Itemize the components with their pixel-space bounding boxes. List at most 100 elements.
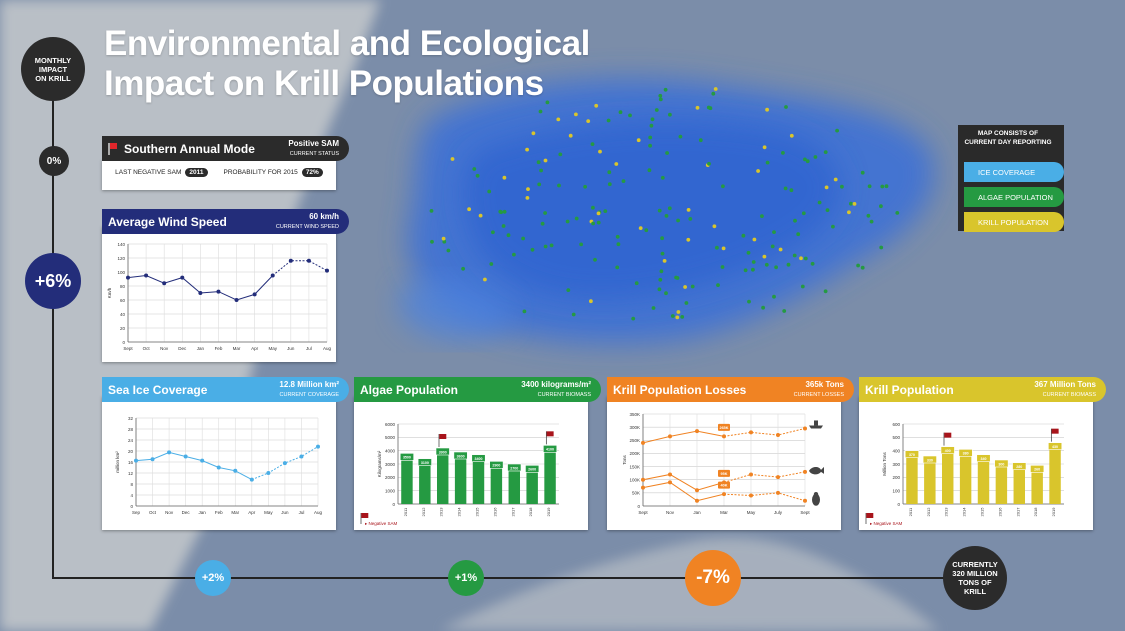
map-dot bbox=[778, 247, 783, 252]
krill-current-caption: CURRENT BIOMASS bbox=[1042, 391, 1096, 398]
bar bbox=[906, 454, 918, 504]
map-dot bbox=[607, 182, 612, 187]
map-dot bbox=[521, 236, 525, 241]
krill-header: Krill Population 367 Million Tons CURRENT… bbox=[859, 377, 1106, 402]
sam-last-negative-label: LAST NEGATIVE SAM bbox=[115, 169, 182, 176]
data-point bbox=[641, 440, 645, 445]
map-dot bbox=[525, 196, 530, 200]
map-dot bbox=[540, 221, 545, 226]
map-dot bbox=[598, 149, 602, 154]
map-dot bbox=[615, 234, 620, 239]
data-point bbox=[749, 493, 753, 498]
data-point bbox=[233, 468, 238, 473]
map-dot bbox=[720, 265, 725, 269]
map-dot bbox=[706, 105, 711, 110]
map-dot bbox=[803, 157, 807, 162]
bar bbox=[436, 452, 449, 504]
map-dot bbox=[879, 245, 884, 250]
series-line bbox=[135, 451, 253, 481]
data-point bbox=[144, 273, 149, 278]
map-dot bbox=[574, 112, 578, 117]
x-tick-label: 2015 bbox=[980, 507, 985, 517]
map-dot bbox=[715, 245, 719, 250]
data-point bbox=[776, 490, 780, 495]
data-point bbox=[134, 458, 138, 463]
y-tick-label: 5000 bbox=[385, 435, 396, 440]
algae-impact-circle: +1% bbox=[448, 560, 484, 596]
bar-data-label: 2600 bbox=[528, 468, 536, 472]
map-dot bbox=[782, 309, 787, 313]
map-dot bbox=[823, 150, 828, 155]
bar-data-label: 400 bbox=[945, 449, 951, 453]
map-dot bbox=[571, 312, 576, 317]
y-tick-label: 100 bbox=[892, 488, 900, 493]
map-dot bbox=[606, 118, 611, 123]
losses-current-caption: CURRENT LOSSES bbox=[793, 391, 844, 398]
y-tick-label: 0 bbox=[637, 504, 640, 509]
bar-label-tag bbox=[940, 446, 955, 454]
x-tick-label: May bbox=[264, 510, 273, 515]
bar-data-label: 2700 bbox=[510, 466, 518, 470]
data-point bbox=[167, 450, 172, 455]
losses-chart: 0 50K 100K 150K 200K 250K 300K 350K Tons Sept Nov J… bbox=[622, 412, 824, 515]
bar-label-tag bbox=[435, 447, 450, 456]
y-tick-label: 600 bbox=[892, 422, 900, 427]
map-dot bbox=[751, 267, 755, 272]
bar-label-tag bbox=[489, 461, 504, 469]
map-dot bbox=[680, 315, 685, 319]
y-tick-label: 12 bbox=[128, 471, 134, 476]
x-tick-label: Mar bbox=[720, 510, 728, 515]
negative-sam-flag-icon bbox=[546, 431, 554, 437]
data-point bbox=[216, 465, 221, 470]
map-dot bbox=[752, 237, 757, 242]
map-dot bbox=[594, 103, 599, 108]
y-tick-label: 32 bbox=[128, 416, 134, 421]
page-title: Environmental and Ecological Impact on K… bbox=[104, 24, 590, 103]
map-dot bbox=[442, 239, 447, 244]
map-dot bbox=[781, 151, 785, 155]
data-point bbox=[749, 472, 753, 477]
algae-chart: 0 1000 2000 3000 4000 5000 6000 Kilograms/m² 350… bbox=[360, 422, 559, 526]
map-dot bbox=[662, 259, 667, 263]
map-dot bbox=[536, 160, 541, 165]
map-dot bbox=[760, 214, 764, 219]
bar bbox=[472, 458, 485, 504]
map-dot bbox=[647, 168, 652, 173]
map-dot bbox=[596, 211, 601, 216]
map-dot bbox=[660, 236, 664, 241]
map-dot bbox=[676, 310, 681, 314]
map-dot bbox=[684, 301, 689, 305]
data-point bbox=[668, 480, 672, 485]
data-point bbox=[641, 477, 645, 482]
map-dot bbox=[849, 201, 853, 206]
map-dot bbox=[695, 105, 700, 110]
map-dot bbox=[698, 138, 703, 143]
map-dot bbox=[658, 97, 663, 102]
algae-current-caption: CURRENT BIOMASS bbox=[537, 391, 591, 398]
map-dot bbox=[649, 123, 654, 128]
losses-title: Krill Population Losses bbox=[613, 382, 747, 397]
map-dot bbox=[770, 244, 775, 249]
y-tick-label: 24 bbox=[128, 438, 134, 443]
map-dot bbox=[884, 184, 889, 189]
y-tick-label: 16 bbox=[128, 460, 134, 465]
map-dot bbox=[686, 208, 691, 212]
algae-impact-label: +1% bbox=[454, 572, 478, 584]
x-tick-label: 2012 bbox=[926, 507, 931, 517]
map-dot bbox=[607, 170, 612, 175]
whale-icon bbox=[809, 466, 824, 475]
x-tick-label: Nov bbox=[160, 346, 169, 351]
bar-data-label: 280 bbox=[1016, 465, 1022, 469]
bar-label-tag bbox=[525, 465, 540, 473]
negative-sam-flag-icon bbox=[439, 434, 447, 439]
algae-header: Algae Population 3400 kilograms/m² CURREN… bbox=[354, 377, 601, 402]
bar-label-tag bbox=[922, 455, 937, 464]
sam-last-negative-year: 2011 bbox=[185, 168, 208, 177]
y-tick-label: 300 bbox=[892, 462, 900, 467]
negative-sam-flag-icon bbox=[866, 513, 874, 518]
data-point bbox=[126, 275, 130, 280]
data-point bbox=[150, 457, 155, 462]
map-dot bbox=[833, 177, 838, 182]
map-dot bbox=[686, 237, 691, 242]
map-dot bbox=[537, 182, 542, 187]
